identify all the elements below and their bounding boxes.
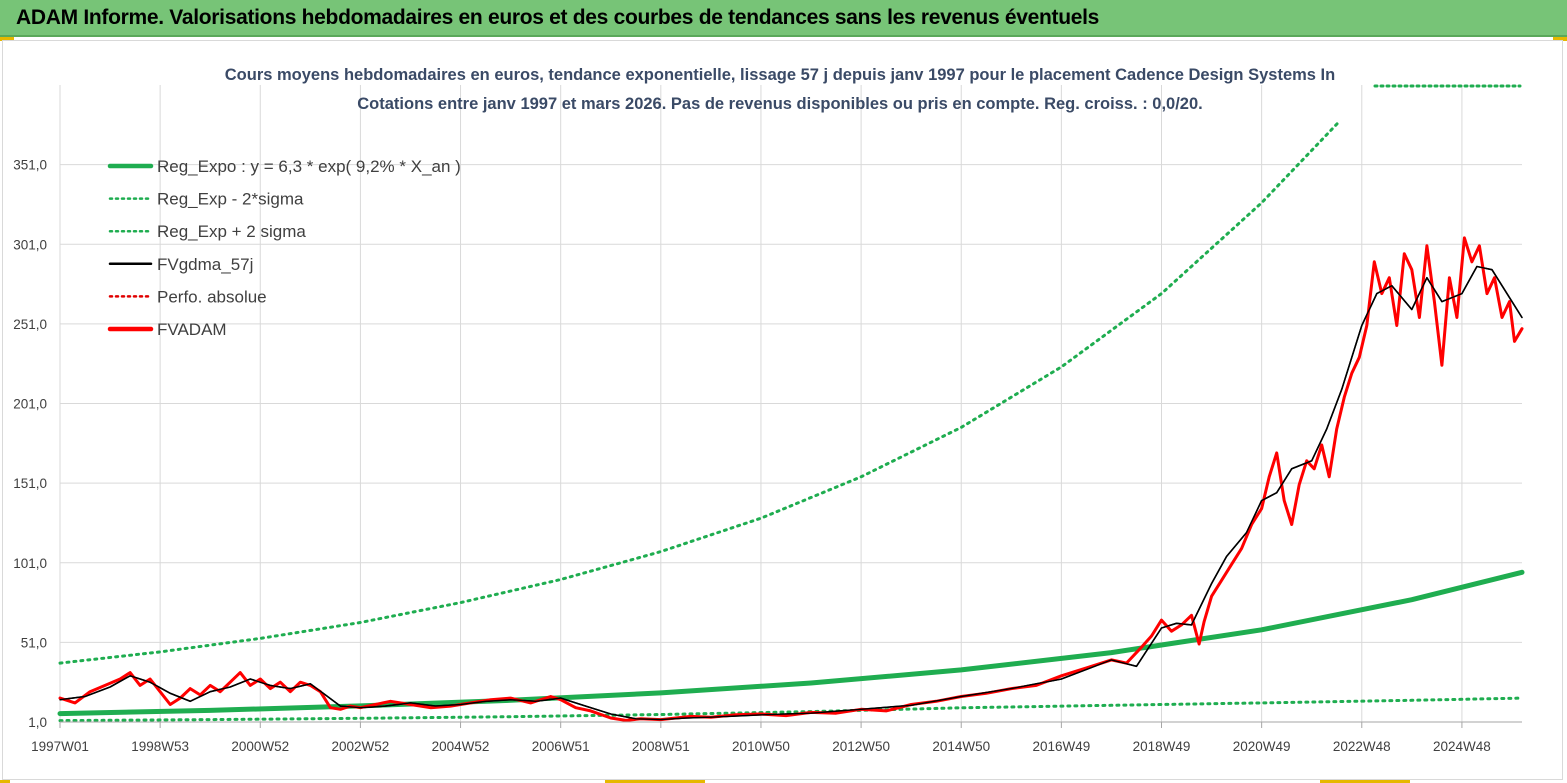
- x-tick-label: 2020W49: [1233, 739, 1291, 754]
- x-tick-label: 2000W52: [231, 739, 289, 754]
- legend-label: Reg_Expo : y = 6,3 * exp( 9,2% * X_an ): [157, 157, 461, 176]
- y-tick-label: 1,0: [28, 715, 47, 730]
- x-tick-label: 2022W48: [1333, 739, 1391, 754]
- y-tick-label: 101,0: [13, 556, 47, 571]
- y-tick-label: 251,0: [13, 317, 47, 332]
- x-tick-label: 2002W52: [332, 739, 390, 754]
- x-tick-label: 2024W48: [1433, 739, 1491, 754]
- x-tick-label: 2008W51: [632, 739, 690, 754]
- x-tick-label: 2006W51: [532, 739, 590, 754]
- y-tick-label: 201,0: [13, 397, 47, 412]
- series-line-3: [59, 265, 1523, 721]
- series-line-2: [58, 120, 1341, 665]
- y-tick-label: 351,0: [13, 158, 47, 173]
- x-tick-label: 2012W50: [832, 739, 890, 754]
- report-title: ADAM Informe. Valorisations hebdomadaire…: [16, 6, 1100, 29]
- legend-label: Reg_Exp - 2*sigma: [157, 190, 304, 209]
- bottom-accent-right: [1320, 780, 1410, 783]
- corner-accent-right: [1553, 37, 1567, 41]
- series-line-smoothed-overlay: [59, 265, 1523, 721]
- series-line-0: [57, 569, 1525, 717]
- x-axis: 1997W01 1998W53 2000W52 2002W52 2004W52 2006W…: [31, 721, 1522, 754]
- series-layer: [57, 120, 1525, 723]
- bottom-accent-mid: [605, 780, 705, 783]
- legend: Reg_Expo : y = 6,3 * exp( 9,2% * X_an ) R…: [107, 157, 461, 339]
- y-tick-label: 51,0: [21, 635, 47, 650]
- x-tick-label: 2010W50: [732, 739, 790, 754]
- grid: [59, 85, 1522, 723]
- x-tick-label: 1997W01: [31, 739, 89, 754]
- chart-title-line1: Cours moyens hebdomadaires en euros, ten…: [225, 66, 1335, 84]
- x-tick-label: 1998W53: [131, 739, 189, 754]
- legend-label: Perfo. absolue: [157, 287, 267, 306]
- legend-label: Reg_Exp + 2 sigma: [157, 222, 306, 241]
- x-tick-label: 2004W52: [432, 739, 490, 754]
- legend-label: FVgdma_57j: [157, 255, 253, 274]
- chart-title-line2: Cotations entre janv 1997 et mars 2026. …: [357, 95, 1203, 113]
- x-tick-label: 2014W50: [932, 739, 990, 754]
- y-tick-label: 301,0: [13, 237, 47, 252]
- x-tick-label: 2018W49: [1133, 739, 1191, 754]
- legend-label: FVADAM: [157, 320, 227, 339]
- corner-accent-left: [0, 37, 14, 41]
- report-banner: ADAM Informe. Valorisations hebdomadaire…: [0, 0, 1567, 37]
- chart-frame: [2, 40, 1563, 780]
- y-tick-label: 151,0: [13, 476, 47, 491]
- series-line-5: [58, 236, 1524, 722]
- y-axis: 1,0 51,0 101,0 151,0 201,0 251,0 301,0 351,0: [13, 158, 47, 730]
- bottom-accent-left: [0, 780, 10, 783]
- x-tick-label: 2016W49: [1032, 739, 1090, 754]
